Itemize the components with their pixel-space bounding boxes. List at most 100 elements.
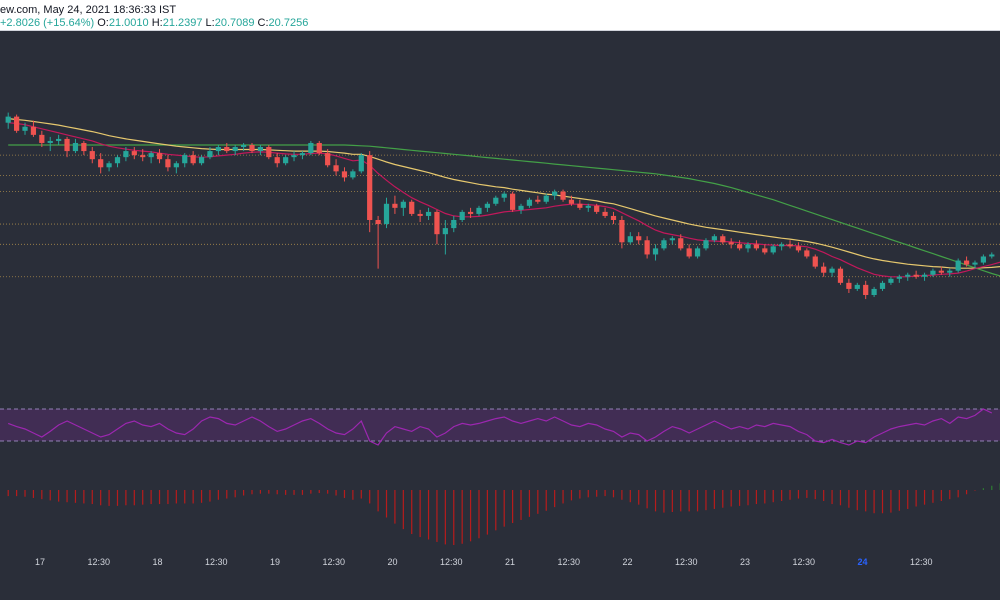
candle-body xyxy=(661,240,667,249)
time-axis-label: 18 xyxy=(152,557,162,567)
candle xyxy=(552,189,558,200)
candle-body xyxy=(863,284,869,295)
candle xyxy=(602,207,608,218)
histogram-bar xyxy=(604,490,606,497)
histogram-bar xyxy=(890,490,892,513)
candle-body xyxy=(938,270,944,273)
candle xyxy=(510,191,516,212)
histogram-bar xyxy=(747,490,749,506)
time-axis-label: 20 xyxy=(387,557,397,567)
time-axis-label: 23 xyxy=(740,557,750,567)
candle xyxy=(198,155,205,166)
candle xyxy=(333,159,339,176)
candle-body xyxy=(921,274,928,277)
candle-body xyxy=(333,165,339,172)
histogram-bar xyxy=(436,490,438,542)
candle-body xyxy=(467,211,474,214)
candle-body xyxy=(434,211,440,235)
candle xyxy=(425,207,432,220)
candle xyxy=(619,215,625,249)
candle-body xyxy=(89,151,95,160)
candle-body xyxy=(770,246,776,253)
histogram-bar xyxy=(823,490,825,501)
candle-body xyxy=(476,207,482,214)
candle-body xyxy=(64,138,70,152)
candle-body xyxy=(493,197,499,204)
chart-header: ew.com, May 24, 2021 18:36:33 IST +2.802… xyxy=(0,0,1000,31)
histogram-bar xyxy=(175,490,177,504)
histogram-bar xyxy=(621,490,623,500)
histogram-bar xyxy=(49,490,51,501)
candle-body xyxy=(627,236,633,243)
histogram-bar xyxy=(234,490,236,498)
candle-body xyxy=(165,159,171,168)
candle-body xyxy=(123,151,129,158)
candle-body xyxy=(947,270,953,273)
histogram-bar xyxy=(16,490,18,497)
candle-body xyxy=(703,240,709,249)
candle xyxy=(636,232,642,245)
histogram-bar xyxy=(444,490,446,545)
histogram-bar xyxy=(512,490,514,523)
time-axis-label: 21 xyxy=(505,557,515,567)
histogram-bar xyxy=(83,490,85,504)
candle xyxy=(89,147,95,164)
candle xyxy=(173,161,179,174)
low-label: L: xyxy=(205,17,215,29)
candle xyxy=(594,203,600,214)
candle xyxy=(518,203,524,214)
candle xyxy=(703,238,709,251)
candle-body xyxy=(182,155,188,164)
candle xyxy=(106,161,112,172)
histogram-bar xyxy=(343,490,346,498)
candle xyxy=(930,268,936,277)
candle xyxy=(745,242,751,253)
histogram-bar xyxy=(108,490,110,506)
candle-body xyxy=(720,236,726,243)
candlestick-chart[interactable]: 17 12:30 18 12:30 19 12:30 20 12:30 21 12:30 22 12:… xyxy=(0,30,1000,600)
candle-body xyxy=(728,242,734,245)
close-label: C: xyxy=(257,17,269,29)
candle xyxy=(493,195,499,206)
candle-body xyxy=(854,284,860,289)
candle xyxy=(341,167,348,182)
candle xyxy=(30,120,37,137)
candle-body xyxy=(367,155,373,220)
candle xyxy=(711,234,717,243)
candle-body xyxy=(257,147,264,152)
histogram-bar xyxy=(881,490,884,514)
candle xyxy=(165,155,171,172)
candle xyxy=(560,189,566,202)
candle-body xyxy=(249,145,255,152)
candle-body xyxy=(39,134,45,143)
candle-body xyxy=(930,270,936,275)
candle xyxy=(627,232,633,245)
candle xyxy=(543,193,549,204)
candle-body xyxy=(131,151,137,156)
histogram-bar xyxy=(74,490,77,503)
moving-averages xyxy=(8,118,1000,278)
candle-body xyxy=(535,199,541,202)
candle-body xyxy=(972,262,978,265)
candles xyxy=(5,112,995,300)
histogram-bar xyxy=(638,490,640,505)
candle xyxy=(232,145,238,156)
rsi-line xyxy=(7,408,993,446)
candle xyxy=(182,153,188,168)
price-change: +2.8026 (+15.64%) xyxy=(0,17,95,29)
candle xyxy=(190,151,196,166)
candle xyxy=(459,209,465,223)
candle-body xyxy=(325,153,331,166)
histogram-bar xyxy=(310,490,312,494)
histogram-bar xyxy=(722,490,724,508)
candle-body xyxy=(442,228,448,235)
candle-body xyxy=(383,203,390,225)
candle xyxy=(350,169,356,180)
candle-body xyxy=(837,268,844,283)
candle xyxy=(795,242,802,253)
candle xyxy=(779,242,785,251)
candle xyxy=(644,236,650,259)
histogram-bar xyxy=(663,490,665,513)
histogram-bar xyxy=(705,490,707,511)
candle-body xyxy=(989,254,995,257)
